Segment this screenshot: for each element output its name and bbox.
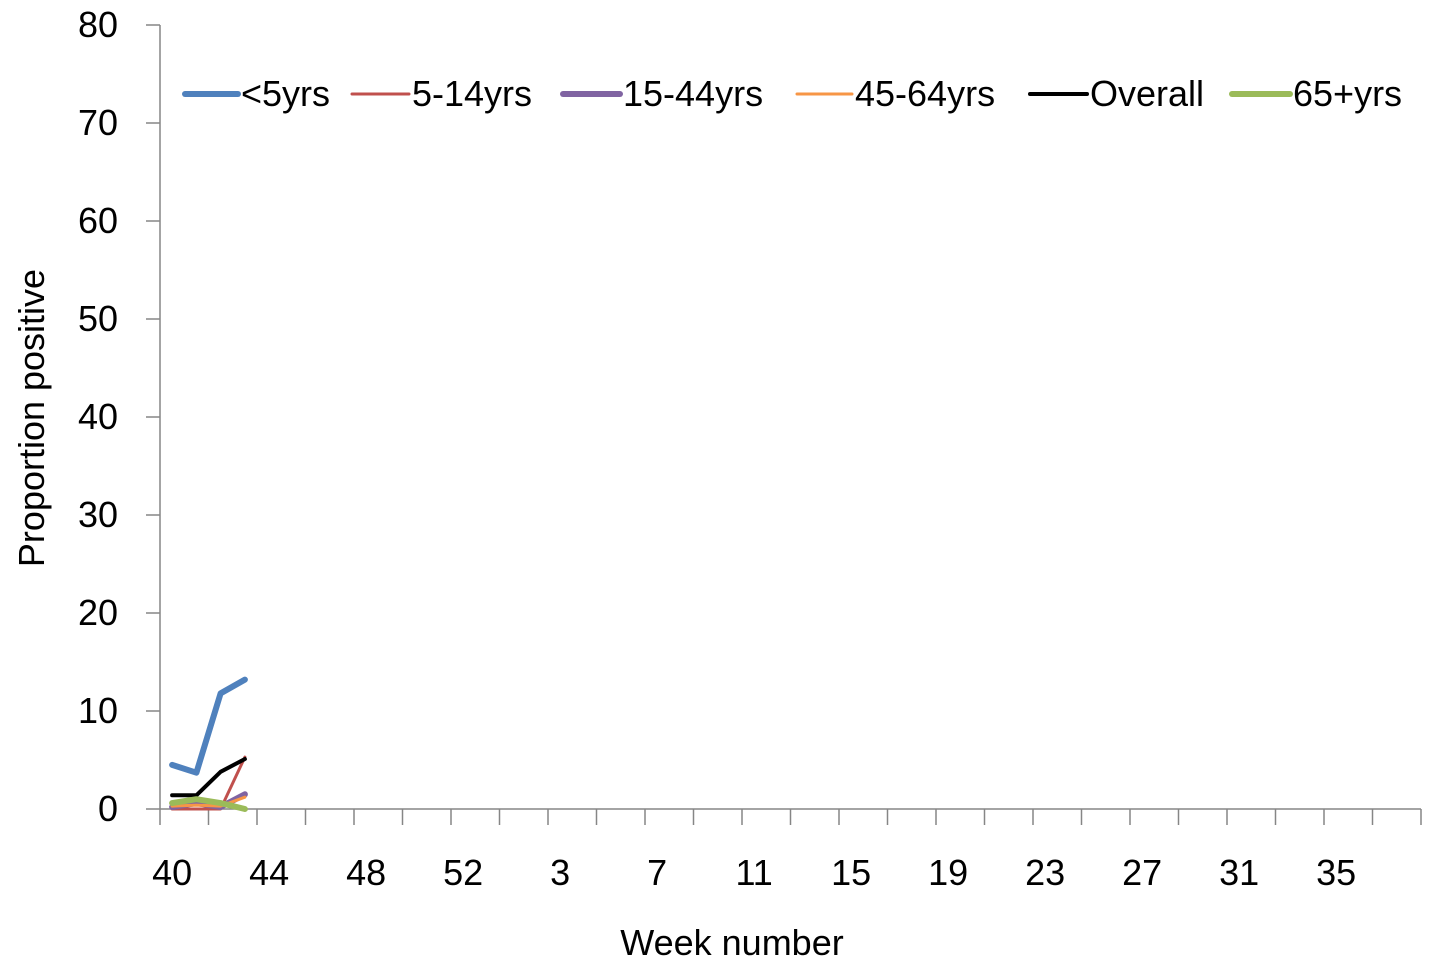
x-tick-label: 52 [443, 852, 483, 893]
y-tick-label: 30 [78, 494, 118, 535]
y-tick-label: 0 [98, 788, 118, 829]
legend-label: 45-64yrs [855, 73, 995, 114]
y-tick-label: 50 [78, 298, 118, 339]
x-tick-label: 19 [928, 852, 968, 893]
x-tick-label: 40 [152, 852, 192, 893]
x-tick-label: 3 [550, 852, 570, 893]
series-lines [169, 676, 248, 812]
x-tick-label: 7 [647, 852, 667, 893]
series-line [170, 757, 247, 798]
series-line [169, 796, 248, 812]
series-line [170, 795, 247, 808]
y-tick-label: 20 [78, 592, 118, 633]
legend: <5yrs 5-14yrs 15-44yrs 45-64yrs Overall 65+yr… [182, 73, 1402, 114]
x-tick-label: 35 [1316, 852, 1356, 893]
x-axis: 40 44 48 52 3 7 11 15 19 23 27 31 35 [152, 808, 1422, 893]
x-tick-label: 15 [831, 852, 871, 893]
x-tick-label: 48 [346, 852, 386, 893]
x-tick-label: 44 [249, 852, 289, 893]
y-axis-title: Proportion positive [11, 269, 52, 567]
y-tick-label: 40 [78, 396, 118, 437]
legend-label: <5yrs [241, 73, 330, 114]
x-axis-title: Week number [620, 922, 843, 962]
y-tick-label: 60 [78, 200, 118, 241]
series-line [170, 755, 247, 811]
x-tick-label: 31 [1219, 852, 1259, 893]
legend-label: 5-14yrs [412, 73, 532, 114]
y-axis: 0 10 20 30 40 50 60 70 80 [78, 4, 161, 829]
x-tick-label: 11 [735, 852, 772, 893]
legend-label: 65+yrs [1293, 73, 1402, 114]
series-line [169, 676, 248, 776]
y-tick-label: 10 [78, 690, 118, 731]
y-tick-label: 80 [78, 4, 118, 45]
legend-label: Overall [1090, 73, 1204, 114]
x-tick-label: 23 [1025, 852, 1065, 893]
legend-label: 15-44yrs [623, 73, 763, 114]
x-tick-label: 27 [1122, 852, 1162, 893]
y-tick-label: 70 [78, 102, 118, 143]
